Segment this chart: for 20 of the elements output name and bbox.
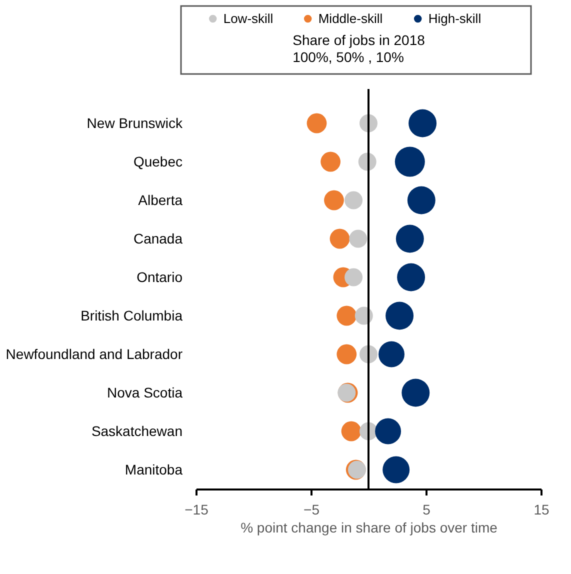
y-tick-label: Nova Scotia (107, 384, 183, 400)
x-tick-label: −15 (184, 502, 209, 518)
y-tick-label: Saskatchewan (91, 422, 182, 439)
text: Share of jobs in 2018 (292, 32, 426, 48)
y-tick-label: Alberta (138, 192, 183, 208)
x-tick-label: 5 (422, 502, 431, 518)
legend-label: Low-skill (223, 10, 274, 26)
y-tick-label: New Brunswick (86, 114, 184, 131)
legend-label: High-skill (428, 10, 482, 26)
y-tick-label: Canada (133, 230, 183, 246)
y-tick-label: Newfoundland and Labrador (6, 346, 183, 362)
y-tick-label: Manitoba (124, 461, 183, 478)
text: 100%, 50% , 10% (292, 49, 404, 65)
x-tick-label: 15 (534, 502, 550, 518)
y-tick-label: British Columbia (80, 307, 183, 324)
x-axis-title: % point change in share of jobs over time (240, 520, 498, 536)
y-tick-label: Quebec (133, 153, 182, 170)
legend-label: Middle-skill (318, 10, 383, 26)
x-tick-label: −5 (304, 502, 320, 518)
y-tick-label: Ontario (136, 268, 183, 285)
